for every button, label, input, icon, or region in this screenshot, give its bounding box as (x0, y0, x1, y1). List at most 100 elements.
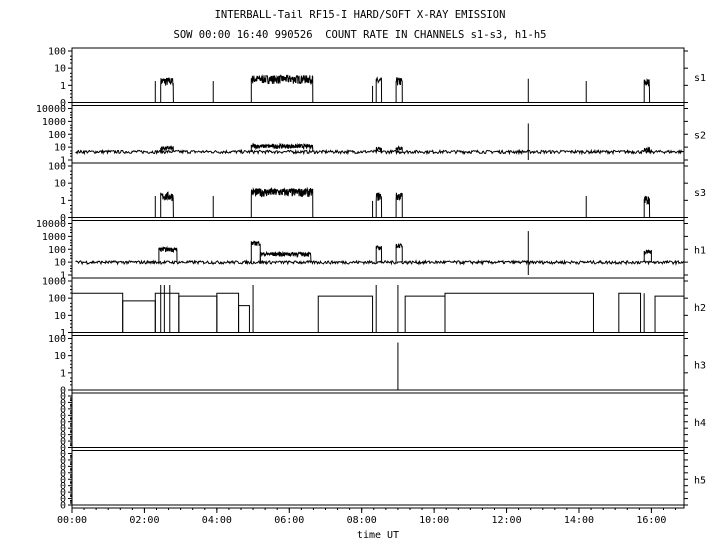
burst-trace (250, 142, 314, 152)
step-segment (122, 300, 156, 333)
panel-label-h3: h3 (694, 360, 706, 371)
burst-trace (643, 77, 651, 103)
y-tick-label: 10 (54, 351, 66, 362)
y-tick-label: 1 (60, 271, 66, 282)
y-tick-label: 0 (60, 443, 66, 454)
burst-trace (375, 245, 383, 263)
chart-subtitle: SOW 00:00 16:40 990526 COUNT RATE IN CHA… (173, 29, 547, 41)
panel-label-s2: s2 (694, 130, 706, 141)
y-tick-label: 1000 (42, 117, 66, 128)
y-tick-label: 10 (54, 179, 66, 190)
burst-trace (643, 249, 652, 263)
panel-h2: 1000 100 10 1 h2 (42, 277, 706, 340)
y-tick-label: 100 (48, 162, 66, 173)
x-tick-label: 12:00 (492, 515, 522, 526)
y-tick-label: 100 (48, 130, 66, 141)
step-segment (444, 292, 594, 333)
step-segment (404, 295, 446, 333)
step-segment (618, 292, 642, 333)
burst-trace (395, 242, 403, 263)
panel-h1: 10000 1000 100 10 1 h1 (36, 219, 706, 282)
step-segment (178, 295, 218, 333)
y-tick-label: 1 (60, 156, 66, 167)
y-tick-label: 0 (60, 501, 66, 512)
y-tick-label: 10 (54, 311, 66, 322)
burst-trace (160, 77, 174, 103)
step-segment (71, 292, 124, 333)
panel-frame (71, 335, 685, 394)
y-tick-label: 100 (48, 245, 66, 256)
step-segment (654, 295, 685, 333)
baseline-trace (75, 148, 685, 156)
y-tick-label: 1 (60, 368, 66, 379)
y-tick-label: 0 (60, 437, 66, 448)
burst-trace (250, 240, 261, 263)
panel-label-h4: h4 (694, 418, 706, 429)
panel-frame (71, 450, 685, 509)
burst-trace (375, 146, 383, 153)
y-tick-label: 0 (60, 392, 66, 403)
burst-trace (375, 76, 383, 103)
burst-trace (643, 195, 651, 218)
panel-frame (71, 392, 685, 451)
y-tick-label: 1 (60, 81, 66, 92)
y-tick-label: 10000 (36, 219, 66, 230)
y-tick-label: 1 (60, 196, 66, 207)
y-tick-label: 0 (60, 430, 66, 441)
y-tick-label: 0 (60, 398, 66, 409)
y-tick-label: 0 (60, 488, 66, 499)
y-tick-label: 0 (60, 417, 66, 428)
y-tick-label: 0 (60, 475, 66, 486)
y-tick-label: 0 (60, 411, 66, 422)
x-tick-label: 16:00 (636, 515, 666, 526)
x-tick-label: 08:00 (347, 515, 377, 526)
chart-title: INTERBALL-Tail RF15-I HARD/SOFT X-RAY EM… (214, 9, 506, 21)
panel-frame (71, 47, 685, 106)
y-tick-label: 100 (48, 47, 66, 58)
y-tick-label: 0 (60, 213, 66, 224)
panel-frame (71, 277, 685, 336)
step-segment (154, 292, 180, 333)
panel-frame (71, 105, 685, 164)
x-tick-label: 04:00 (202, 515, 232, 526)
burst-trace (375, 192, 383, 218)
panel-label-h5: h5 (694, 475, 706, 486)
y-tick-label: 10 (54, 143, 66, 154)
baseline-trace (75, 259, 685, 266)
y-tick-label: 0 (60, 468, 66, 479)
panel-label-h2: h2 (694, 303, 706, 314)
y-tick-label: 100 (48, 294, 66, 305)
x-tick-label: 02:00 (129, 515, 159, 526)
burst-trace (250, 74, 314, 103)
step-segment (238, 305, 250, 333)
x-axis: 00:00 02:00 04:00 06:00 08:00 10:00 12:00 14:00… (57, 508, 677, 541)
step-segment (317, 295, 374, 333)
burst-trace (160, 145, 174, 152)
y-tick-label: 0 (60, 98, 66, 109)
burst-trace (250, 186, 314, 218)
burst-trace (395, 192, 403, 218)
burst-trace (160, 191, 174, 218)
y-tick-label: 0 (60, 462, 66, 473)
panel-label-s1: s1 (694, 73, 706, 84)
y-tick-label: 0 (60, 404, 66, 415)
x-tick-label: 06:00 (274, 515, 304, 526)
burst-trace (643, 146, 651, 154)
y-tick-label: 0 (60, 449, 66, 460)
panel-frame (71, 162, 685, 221)
burst-trace (259, 250, 312, 263)
burst-trace (395, 77, 403, 103)
x-tick-label: 00:00 (57, 515, 87, 526)
y-tick-label: 0 (60, 481, 66, 492)
x-axis-label: time UT (357, 530, 399, 541)
x-tick-label: 14:00 (564, 515, 594, 526)
y-tick-label: 100 (48, 334, 66, 345)
y-tick-label: 1 (60, 328, 66, 339)
y-tick-label: 1000 (42, 277, 66, 288)
